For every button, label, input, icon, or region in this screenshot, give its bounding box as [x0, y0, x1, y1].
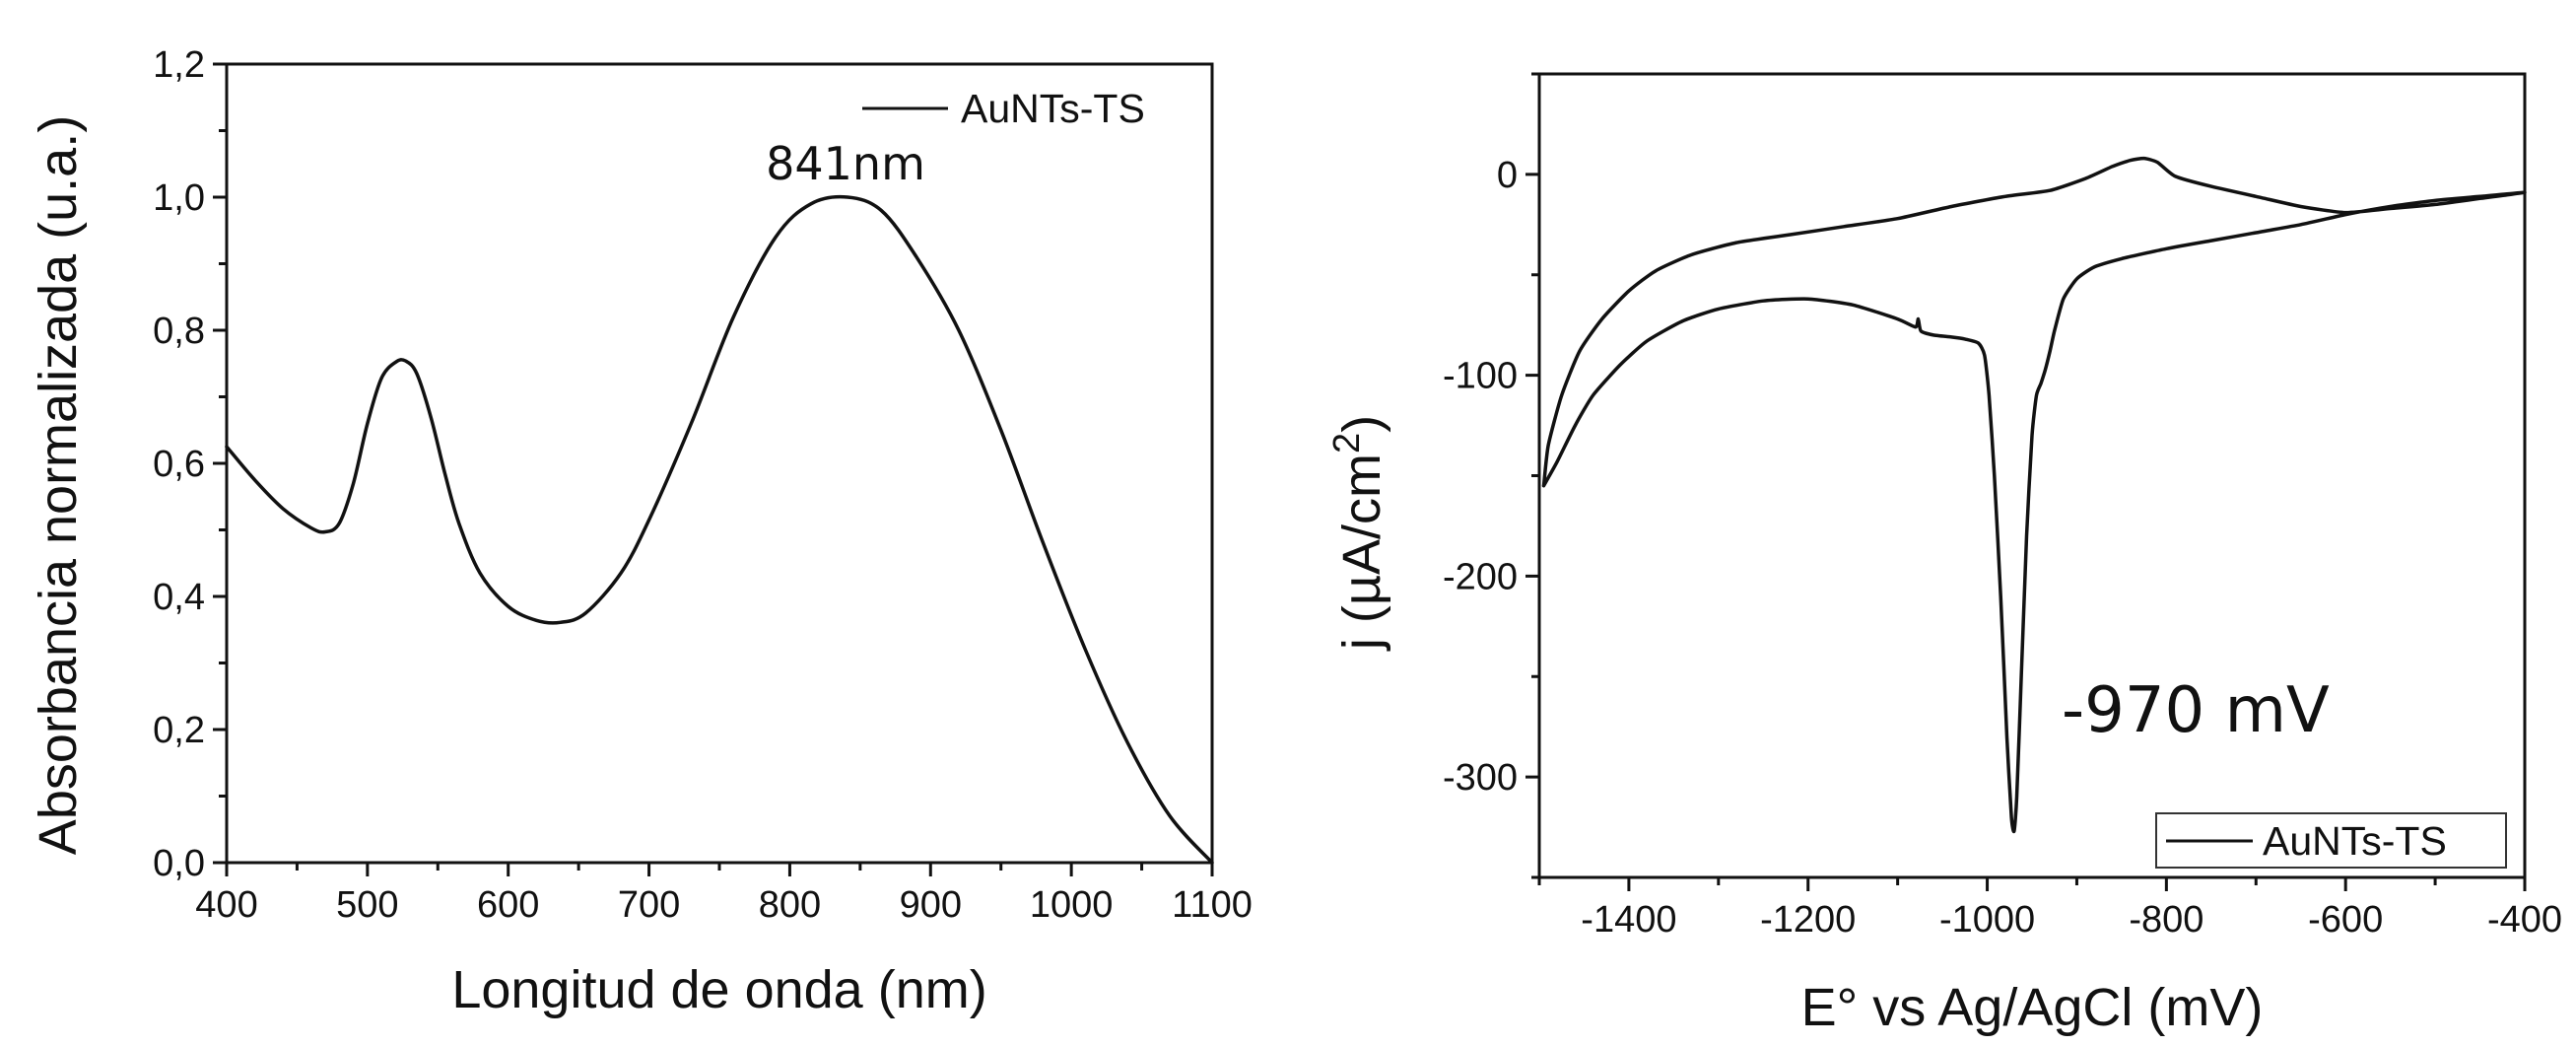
- series-line-aunts-ts: [225, 194, 1214, 865]
- voltammetry-chart: -1400 -1200 -1000 -800 -600 -400 0 -100 -200 -30…: [1326, 72, 2562, 1037]
- y-tick-label: -200: [1443, 556, 1518, 597]
- plot-frame: [225, 62, 1214, 865]
- x-tick-label: 400: [195, 884, 257, 926]
- x-tick-label: 700: [618, 884, 680, 926]
- y-tick-label: 0,0: [153, 843, 205, 884]
- y-axis-title-superscript: 2: [1326, 433, 1368, 453]
- series-line-aunts-ts: [1541, 156, 2527, 834]
- x-tick-label: 800: [759, 884, 821, 926]
- y-tick-label: 0,4: [153, 577, 205, 618]
- y-tick-label: 0,2: [153, 710, 205, 751]
- legend-label: AuNTs-TS: [2263, 818, 2447, 864]
- x-tick-label: -600: [2308, 899, 2383, 941]
- peak-annotation: 841nm: [766, 137, 925, 190]
- y-axis-ticks: [213, 62, 227, 865]
- y-tick-label: 1,0: [153, 177, 205, 219]
- y-axis-ticks: [1525, 72, 1539, 879]
- plot-frame: [1537, 72, 2527, 879]
- legend: AuNTs-TS: [862, 86, 1145, 131]
- x-tick-label: -1400: [1581, 899, 1676, 941]
- x-axis-ticks: [1537, 877, 2527, 891]
- x-tick-label: -1000: [1939, 899, 2035, 941]
- x-tick-label: 1100: [1172, 884, 1253, 926]
- legend: AuNTs-TS: [2155, 812, 2507, 869]
- x-tick-label: 900: [900, 884, 962, 926]
- x-tick-label: 600: [477, 884, 539, 926]
- x-axis-tick-labels: -1400 -1200 -1000 -800 -600 -400: [1581, 899, 2562, 941]
- y-tick-label: -100: [1443, 356, 1518, 397]
- y-axis-title: Absorbancia normalizada (u.a.): [29, 115, 88, 855]
- legend-label: AuNTs-TS: [961, 86, 1145, 131]
- x-axis-title: Longitud de onda (nm): [451, 960, 986, 1019]
- x-axis-title: E° vs Ag/AgCl (mV): [1801, 978, 2264, 1037]
- y-axis-title-main: j (µA/cm: [1332, 453, 1391, 652]
- y-axis-tick-labels: 0 -100 -200 -300: [1443, 155, 1518, 799]
- absorbance-chart: 400 500 600 700 800 900 1000 1100 0,00,20,40,60…: [29, 44, 1253, 1019]
- peak-annotation: -970 mV: [2062, 674, 2330, 747]
- y-tick-label: 0,6: [153, 444, 205, 485]
- x-tick-label: -400: [2487, 899, 2562, 941]
- x-axis-ticks: [225, 863, 1214, 876]
- y-tick-label: 1,2: [153, 44, 205, 86]
- x-tick-label: -800: [2129, 899, 2203, 941]
- x-axis-tick-labels: 400 500 600 700 800 900 1000 1100: [195, 884, 1253, 926]
- y-axis-title: j (µA/cm2): [1326, 415, 1391, 652]
- x-tick-label: -1200: [1760, 899, 1856, 941]
- y-tick-label: 0,8: [153, 311, 205, 352]
- x-tick-label: 500: [336, 884, 398, 926]
- x-tick-label: 1000: [1030, 884, 1114, 926]
- y-axis-title-close: ): [1332, 415, 1391, 433]
- y-tick-label: -300: [1443, 757, 1518, 799]
- y-axis-tick-labels: 0,0 0,2 0,4 0,6 0,8 1,0 1,2: [153, 44, 205, 884]
- y-tick-label: 0: [1497, 155, 1518, 196]
